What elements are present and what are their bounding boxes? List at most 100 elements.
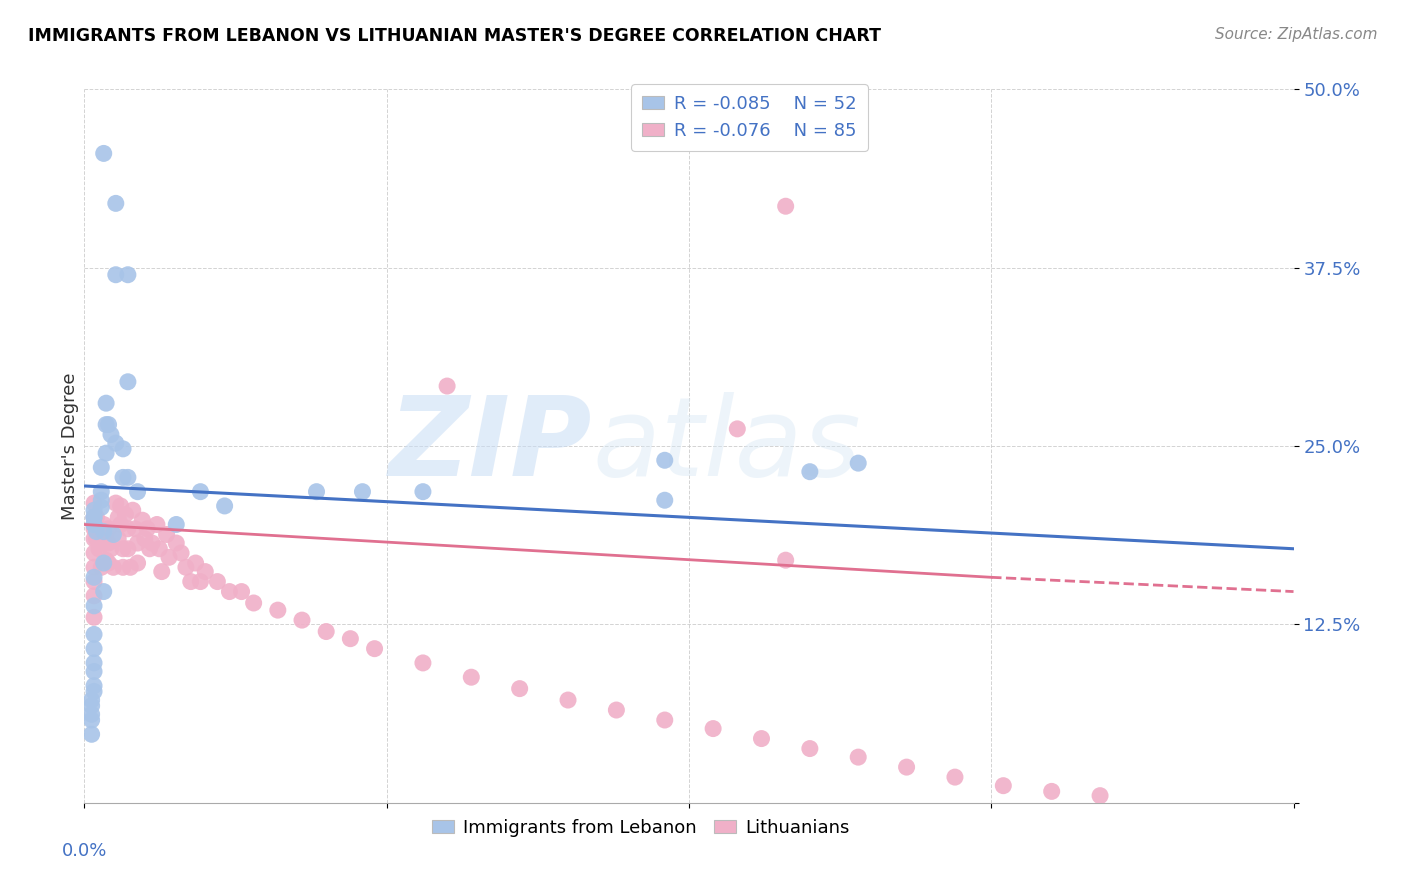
Point bbox=[83, 574, 105, 589]
Point bbox=[267, 603, 290, 617]
Point bbox=[993, 779, 1015, 793]
Point bbox=[104, 268, 127, 282]
Point bbox=[214, 499, 236, 513]
Point bbox=[436, 379, 458, 393]
Point bbox=[83, 517, 105, 532]
Point bbox=[90, 484, 112, 499]
Point bbox=[112, 560, 135, 574]
Point bbox=[165, 536, 187, 550]
Point bbox=[136, 522, 159, 536]
Point bbox=[104, 436, 127, 450]
Point bbox=[170, 546, 193, 560]
Point bbox=[104, 196, 127, 211]
Point bbox=[93, 536, 115, 550]
Point bbox=[339, 632, 361, 646]
Point bbox=[557, 693, 579, 707]
Point bbox=[86, 524, 108, 539]
Point bbox=[80, 727, 103, 741]
Point bbox=[80, 707, 103, 722]
Point bbox=[83, 679, 105, 693]
Point bbox=[94, 446, 117, 460]
Point bbox=[180, 574, 202, 589]
Point bbox=[218, 584, 240, 599]
Point bbox=[100, 427, 122, 442]
Point bbox=[146, 517, 169, 532]
Point bbox=[165, 517, 187, 532]
Point bbox=[315, 624, 337, 639]
Point bbox=[94, 553, 117, 567]
Point bbox=[846, 750, 869, 764]
Point bbox=[131, 513, 153, 527]
Point bbox=[86, 510, 108, 524]
Point bbox=[148, 541, 170, 556]
Point bbox=[363, 641, 385, 656]
Text: Source: ZipAtlas.com: Source: ZipAtlas.com bbox=[1215, 27, 1378, 42]
Point bbox=[90, 493, 112, 508]
Point bbox=[83, 641, 105, 656]
Point bbox=[93, 556, 115, 570]
Point bbox=[97, 536, 120, 550]
Point bbox=[83, 503, 105, 517]
Point bbox=[83, 589, 105, 603]
Point bbox=[352, 484, 374, 499]
Point bbox=[184, 556, 207, 570]
Point bbox=[83, 532, 105, 546]
Point bbox=[654, 453, 676, 467]
Point bbox=[121, 503, 143, 517]
Point bbox=[138, 541, 160, 556]
Text: IMMIGRANTS FROM LEBANON VS LITHUANIAN MASTER'S DEGREE CORRELATION CHART: IMMIGRANTS FROM LEBANON VS LITHUANIAN MA… bbox=[28, 27, 882, 45]
Point bbox=[141, 536, 163, 550]
Point bbox=[112, 470, 135, 484]
Point bbox=[127, 536, 149, 550]
Point bbox=[799, 741, 821, 756]
Point bbox=[83, 665, 105, 679]
Point bbox=[114, 508, 136, 522]
Point bbox=[83, 570, 105, 584]
Point bbox=[291, 613, 314, 627]
Point bbox=[654, 493, 676, 508]
Point bbox=[80, 693, 103, 707]
Point bbox=[83, 510, 105, 524]
Point bbox=[90, 532, 112, 546]
Point bbox=[117, 268, 139, 282]
Point bbox=[305, 484, 328, 499]
Point bbox=[90, 500, 112, 515]
Point bbox=[93, 146, 115, 161]
Y-axis label: Master's Degree: Master's Degree bbox=[62, 372, 80, 520]
Point bbox=[460, 670, 482, 684]
Point bbox=[112, 442, 135, 456]
Point bbox=[124, 522, 146, 536]
Point bbox=[83, 546, 105, 560]
Point bbox=[110, 517, 132, 532]
Point bbox=[83, 599, 105, 613]
Point bbox=[97, 556, 120, 570]
Point bbox=[83, 517, 105, 532]
Text: ZIP: ZIP bbox=[388, 392, 592, 500]
Point bbox=[174, 560, 197, 574]
Point bbox=[112, 541, 135, 556]
Point bbox=[87, 541, 110, 556]
Point bbox=[107, 532, 129, 546]
Point bbox=[896, 760, 918, 774]
Point bbox=[110, 499, 132, 513]
Point bbox=[751, 731, 773, 746]
Point bbox=[231, 584, 253, 599]
Point bbox=[83, 610, 105, 624]
Point bbox=[117, 470, 139, 484]
Point bbox=[157, 550, 180, 565]
Point bbox=[94, 417, 117, 432]
Point bbox=[654, 713, 676, 727]
Point bbox=[799, 465, 821, 479]
Point bbox=[86, 532, 108, 546]
Point bbox=[150, 565, 173, 579]
Point bbox=[207, 574, 229, 589]
Text: 0.0%: 0.0% bbox=[62, 842, 107, 860]
Point bbox=[117, 375, 139, 389]
Point bbox=[93, 584, 115, 599]
Point bbox=[83, 560, 105, 574]
Point bbox=[97, 522, 120, 536]
Point bbox=[83, 627, 105, 641]
Point bbox=[80, 713, 103, 727]
Point bbox=[190, 574, 212, 589]
Point bbox=[83, 510, 105, 524]
